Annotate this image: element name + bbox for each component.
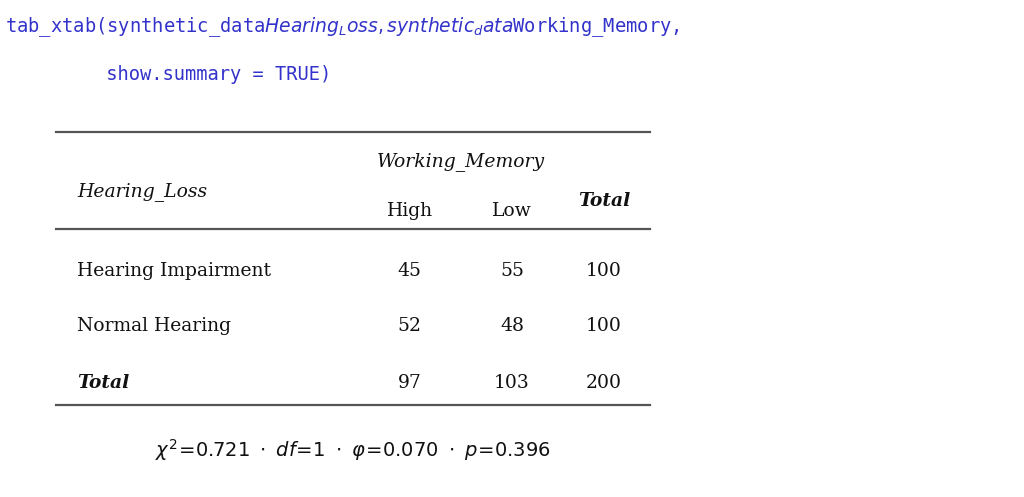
Text: High: High [386, 202, 433, 220]
Text: 100: 100 [586, 317, 623, 334]
Text: 100: 100 [586, 262, 623, 280]
Text: Low: Low [493, 202, 531, 220]
Text: 45: 45 [397, 262, 422, 280]
Text: $\chi^2\!=\!0.721\ \cdot\ \mathit{df}\!=\!1\ \cdot\ \varphi\!=\!0.070\ \cdot\ p\: $\chi^2\!=\!0.721\ \cdot\ \mathit{df}\!=… [156, 437, 551, 463]
Text: Working_Memory: Working_Memory [377, 152, 545, 171]
Text: tab_xtab(synthetic_data$Hearing_Loss,  synthetic_data$Working_Memory,: tab_xtab(synthetic_data$Hearing_Loss, sy… [5, 15, 680, 39]
Text: 52: 52 [397, 317, 422, 334]
Text: Total: Total [77, 374, 129, 392]
Text: 97: 97 [397, 374, 422, 392]
Text: 55: 55 [500, 262, 524, 280]
Text: Total: Total [578, 192, 631, 210]
Text: 200: 200 [586, 374, 623, 392]
Text: Normal Hearing: Normal Hearing [77, 317, 230, 334]
Text: 103: 103 [495, 374, 529, 392]
Text: Hearing_Loss: Hearing_Loss [77, 182, 207, 201]
Text: show.summary = TRUE): show.summary = TRUE) [5, 65, 332, 83]
Text: Hearing Impairment: Hearing Impairment [77, 262, 270, 280]
Text: 48: 48 [500, 317, 524, 334]
